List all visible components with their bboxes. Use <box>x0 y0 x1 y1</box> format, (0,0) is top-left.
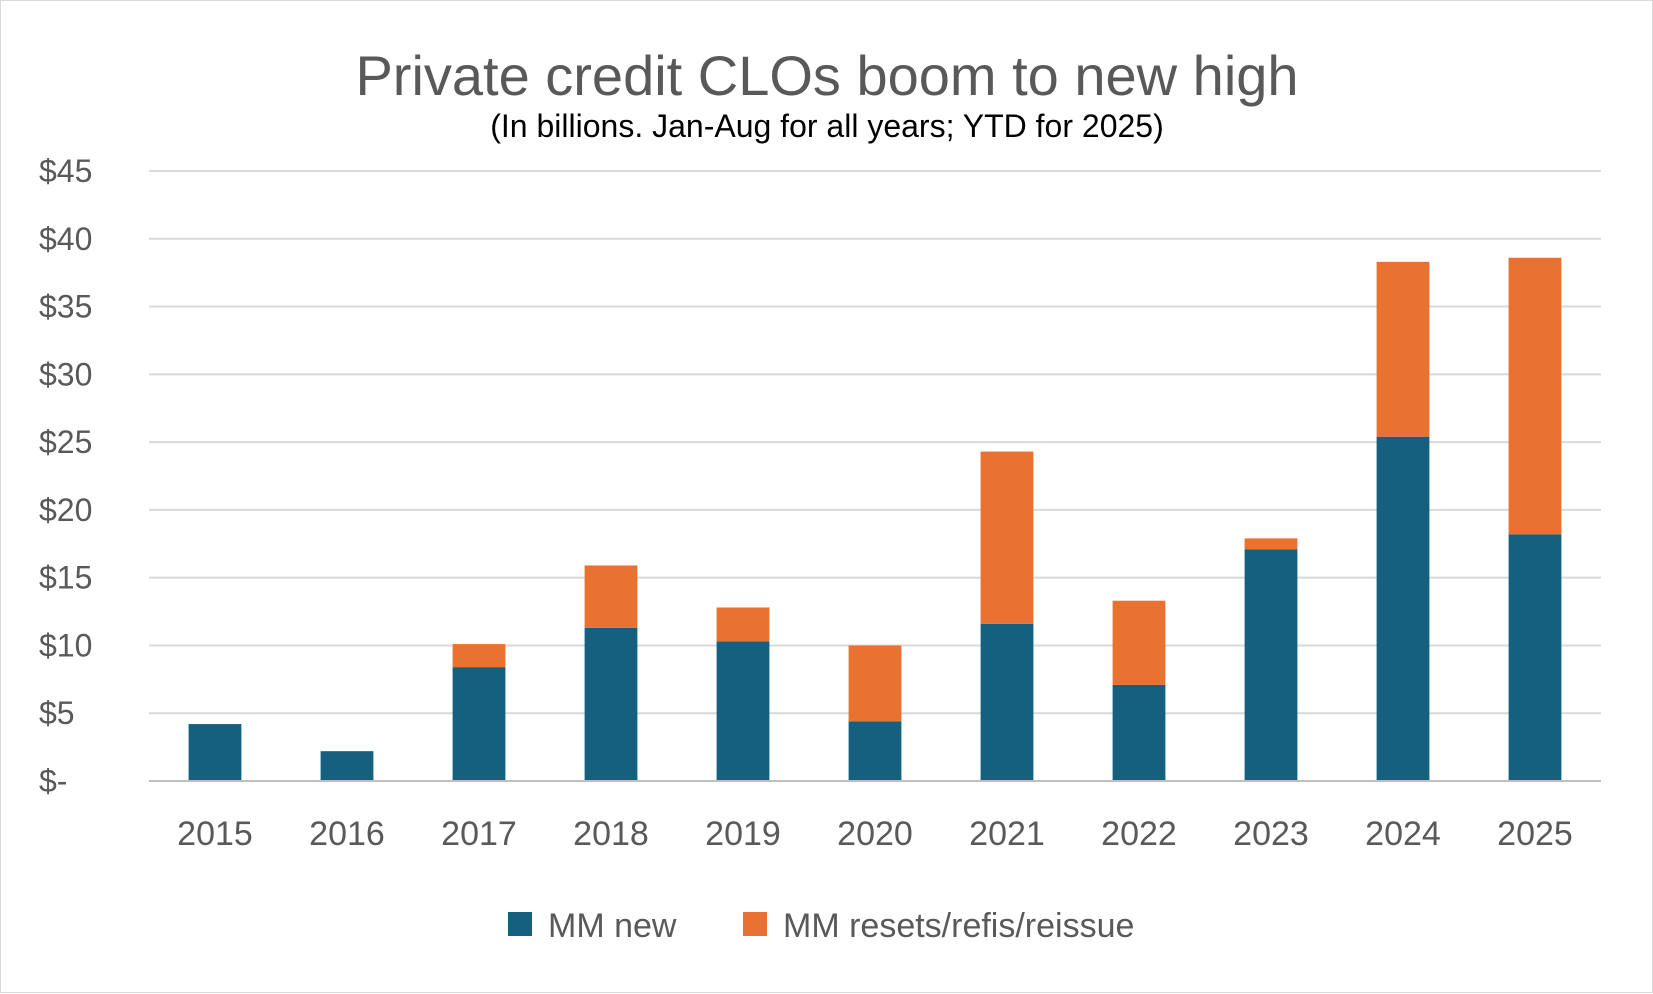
bar-mm-resets-2018 <box>584 565 638 628</box>
bar-mm-new-2018 <box>584 627 638 781</box>
bar-mm-new-2023 <box>1244 549 1298 781</box>
axes: $- $5 $10 $15 $20 $25 $30 $35 $40 $45 2015 2016 2017… <box>39 153 1601 853</box>
y-tick-label: $5 <box>39 695 75 731</box>
bar-mm-new-2015 <box>188 724 242 781</box>
legend: MM new MM resets/refis/reissue <box>508 907 1134 945</box>
x-tick-label: 2022 <box>1101 815 1177 853</box>
chart-subtitle: (In billions. Jan-Aug for all years; YTD… <box>490 108 1163 144</box>
bar-mm-resets-2019 <box>716 607 770 642</box>
bar-mm-new-2022 <box>1112 684 1166 781</box>
x-tick-label: 2025 <box>1497 815 1573 853</box>
y-tick-label: $25 <box>39 424 92 460</box>
x-tick-label: 2016 <box>309 815 385 853</box>
y-tick-label: $20 <box>39 492 92 528</box>
y-tick-label: $30 <box>39 356 92 392</box>
bar-mm-new-2016 <box>320 751 374 781</box>
legend-swatch-mm-resets <box>743 912 767 936</box>
y-tick-label: $- <box>39 763 67 799</box>
x-tick-label: 2023 <box>1233 815 1309 853</box>
bar-mm-resets-2025 <box>1508 257 1562 535</box>
x-tick-label: 2015 <box>177 815 253 853</box>
gridlines <box>149 170 1601 715</box>
bar-mm-resets-2023 <box>1244 538 1298 550</box>
y-tick-label: $10 <box>39 627 92 663</box>
legend-label-mm-new: MM new <box>548 907 677 945</box>
bar-mm-new-2021 <box>980 623 1034 781</box>
bar-mm-new-2020 <box>848 721 902 781</box>
x-tick-label: 2019 <box>705 815 781 853</box>
chart-title: Private credit CLOs boom to new high <box>355 44 1298 107</box>
y-tick-label: $40 <box>39 221 92 257</box>
bar-mm-resets-2020 <box>848 645 902 722</box>
legend-swatch-mm-new <box>508 912 532 936</box>
bar-mm-new-2019 <box>716 641 770 781</box>
x-tick-label: 2017 <box>441 815 517 853</box>
bar-mm-resets-2024 <box>1376 261 1430 437</box>
bar-mm-new-2025 <box>1508 534 1562 781</box>
x-tick-label: 2018 <box>573 815 649 853</box>
y-tick-label: $35 <box>39 289 92 325</box>
x-tick-label: 2021 <box>969 815 1045 853</box>
bar-mm-resets-2021 <box>980 451 1034 624</box>
y-tick-label: $15 <box>39 560 92 596</box>
bar-mm-resets-2017 <box>452 644 506 668</box>
bar-mm-new-2024 <box>1376 436 1430 781</box>
x-tick-label: 2024 <box>1365 815 1441 853</box>
bar-mm-new-2017 <box>452 667 506 781</box>
bars <box>188 257 1562 781</box>
x-tick-label: 2020 <box>837 815 913 853</box>
y-tick-label: $45 <box>39 153 92 189</box>
legend-label-mm-resets: MM resets/refis/reissue <box>783 907 1134 945</box>
bar-mm-resets-2022 <box>1112 600 1166 685</box>
